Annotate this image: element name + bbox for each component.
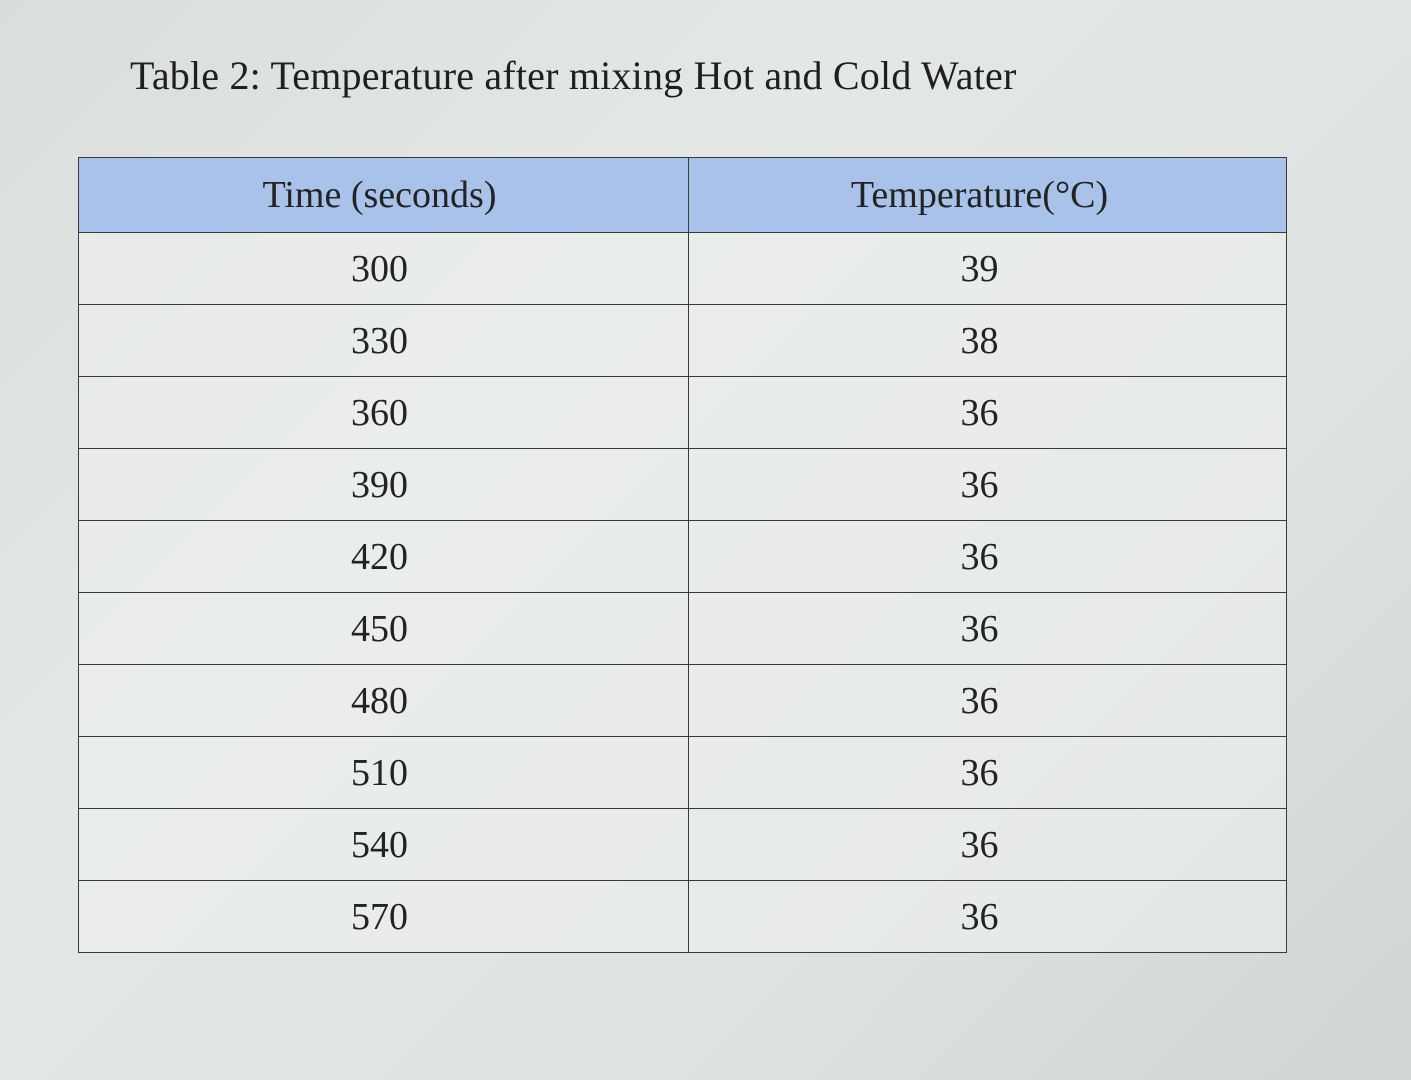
time-cell: 480 bbox=[78, 664, 689, 737]
time-value: 450 bbox=[351, 607, 408, 650]
temperature-value: 36 bbox=[960, 535, 999, 578]
table-row: 300 39 bbox=[78, 232, 1287, 305]
time-cell: 450 bbox=[78, 592, 689, 665]
table-row: 540 36 bbox=[78, 808, 1287, 881]
temperature-table: Time (seconds) Temperature(°C) 300 39 33… bbox=[78, 157, 1287, 953]
temperature-value: 36 bbox=[960, 391, 999, 434]
table-row: 390 36 bbox=[78, 448, 1287, 521]
header-temperature-label: Temperature(°C) bbox=[850, 174, 1109, 216]
time-cell: 300 bbox=[78, 232, 689, 305]
time-value: 390 bbox=[351, 463, 408, 506]
time-cell: 330 bbox=[78, 304, 689, 377]
table-body: 300 39 330 38 360 36 390 36 420 36 450 3… bbox=[78, 232, 1287, 953]
temperature-value: 38 bbox=[960, 319, 999, 362]
time-cell: 510 bbox=[78, 736, 689, 809]
time-value: 300 bbox=[351, 247, 408, 290]
time-cell: 420 bbox=[78, 520, 689, 593]
temperature-cell: 36 bbox=[688, 880, 1287, 953]
table-row: 330 38 bbox=[78, 304, 1287, 377]
temperature-cell: 36 bbox=[688, 448, 1287, 521]
table-row: 450 36 bbox=[78, 592, 1287, 665]
header-temperature: Temperature(°C) bbox=[688, 157, 1287, 233]
time-value: 570 bbox=[351, 895, 408, 938]
time-value: 510 bbox=[351, 751, 408, 794]
time-value: 480 bbox=[351, 679, 408, 722]
time-value: 420 bbox=[351, 535, 408, 578]
table-row: 420 36 bbox=[78, 520, 1287, 593]
header-time-label: Time (seconds) bbox=[262, 174, 497, 216]
table-header-row: Time (seconds) Temperature(°C) bbox=[78, 157, 1287, 233]
time-value: 360 bbox=[351, 391, 408, 434]
temperature-value: 36 bbox=[960, 751, 999, 794]
temperature-cell: 36 bbox=[688, 520, 1287, 593]
temperature-cell: 36 bbox=[688, 376, 1287, 449]
temperature-value: 36 bbox=[960, 895, 999, 938]
temperature-value: 36 bbox=[960, 607, 999, 650]
temperature-cell: 38 bbox=[688, 304, 1287, 377]
table-row: 480 36 bbox=[78, 664, 1287, 737]
table-row: 360 36 bbox=[78, 376, 1287, 449]
time-cell: 390 bbox=[78, 448, 689, 521]
temperature-value: 39 bbox=[960, 247, 999, 290]
header-time: Time (seconds) bbox=[78, 157, 689, 233]
temperature-value: 36 bbox=[960, 679, 999, 722]
temperature-cell: 36 bbox=[688, 808, 1287, 881]
temperature-cell: 36 bbox=[688, 664, 1287, 737]
time-cell: 540 bbox=[78, 808, 689, 881]
temperature-value: 36 bbox=[960, 823, 999, 866]
temperature-cell: 36 bbox=[688, 736, 1287, 809]
temperature-cell: 36 bbox=[688, 592, 1287, 665]
temperature-value: 36 bbox=[960, 463, 999, 506]
table-row: 570 36 bbox=[78, 880, 1287, 953]
table-row: 510 36 bbox=[78, 736, 1287, 809]
temperature-cell: 39 bbox=[688, 232, 1287, 305]
time-cell: 360 bbox=[78, 376, 689, 449]
table-caption: Table 2: Temperature after mixing Hot an… bbox=[130, 53, 1017, 98]
time-value: 540 bbox=[351, 823, 408, 866]
time-value: 330 bbox=[351, 319, 408, 362]
time-cell: 570 bbox=[78, 880, 689, 953]
